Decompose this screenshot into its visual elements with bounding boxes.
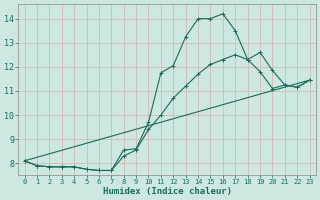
X-axis label: Humidex (Indice chaleur): Humidex (Indice chaleur) (103, 187, 232, 196)
